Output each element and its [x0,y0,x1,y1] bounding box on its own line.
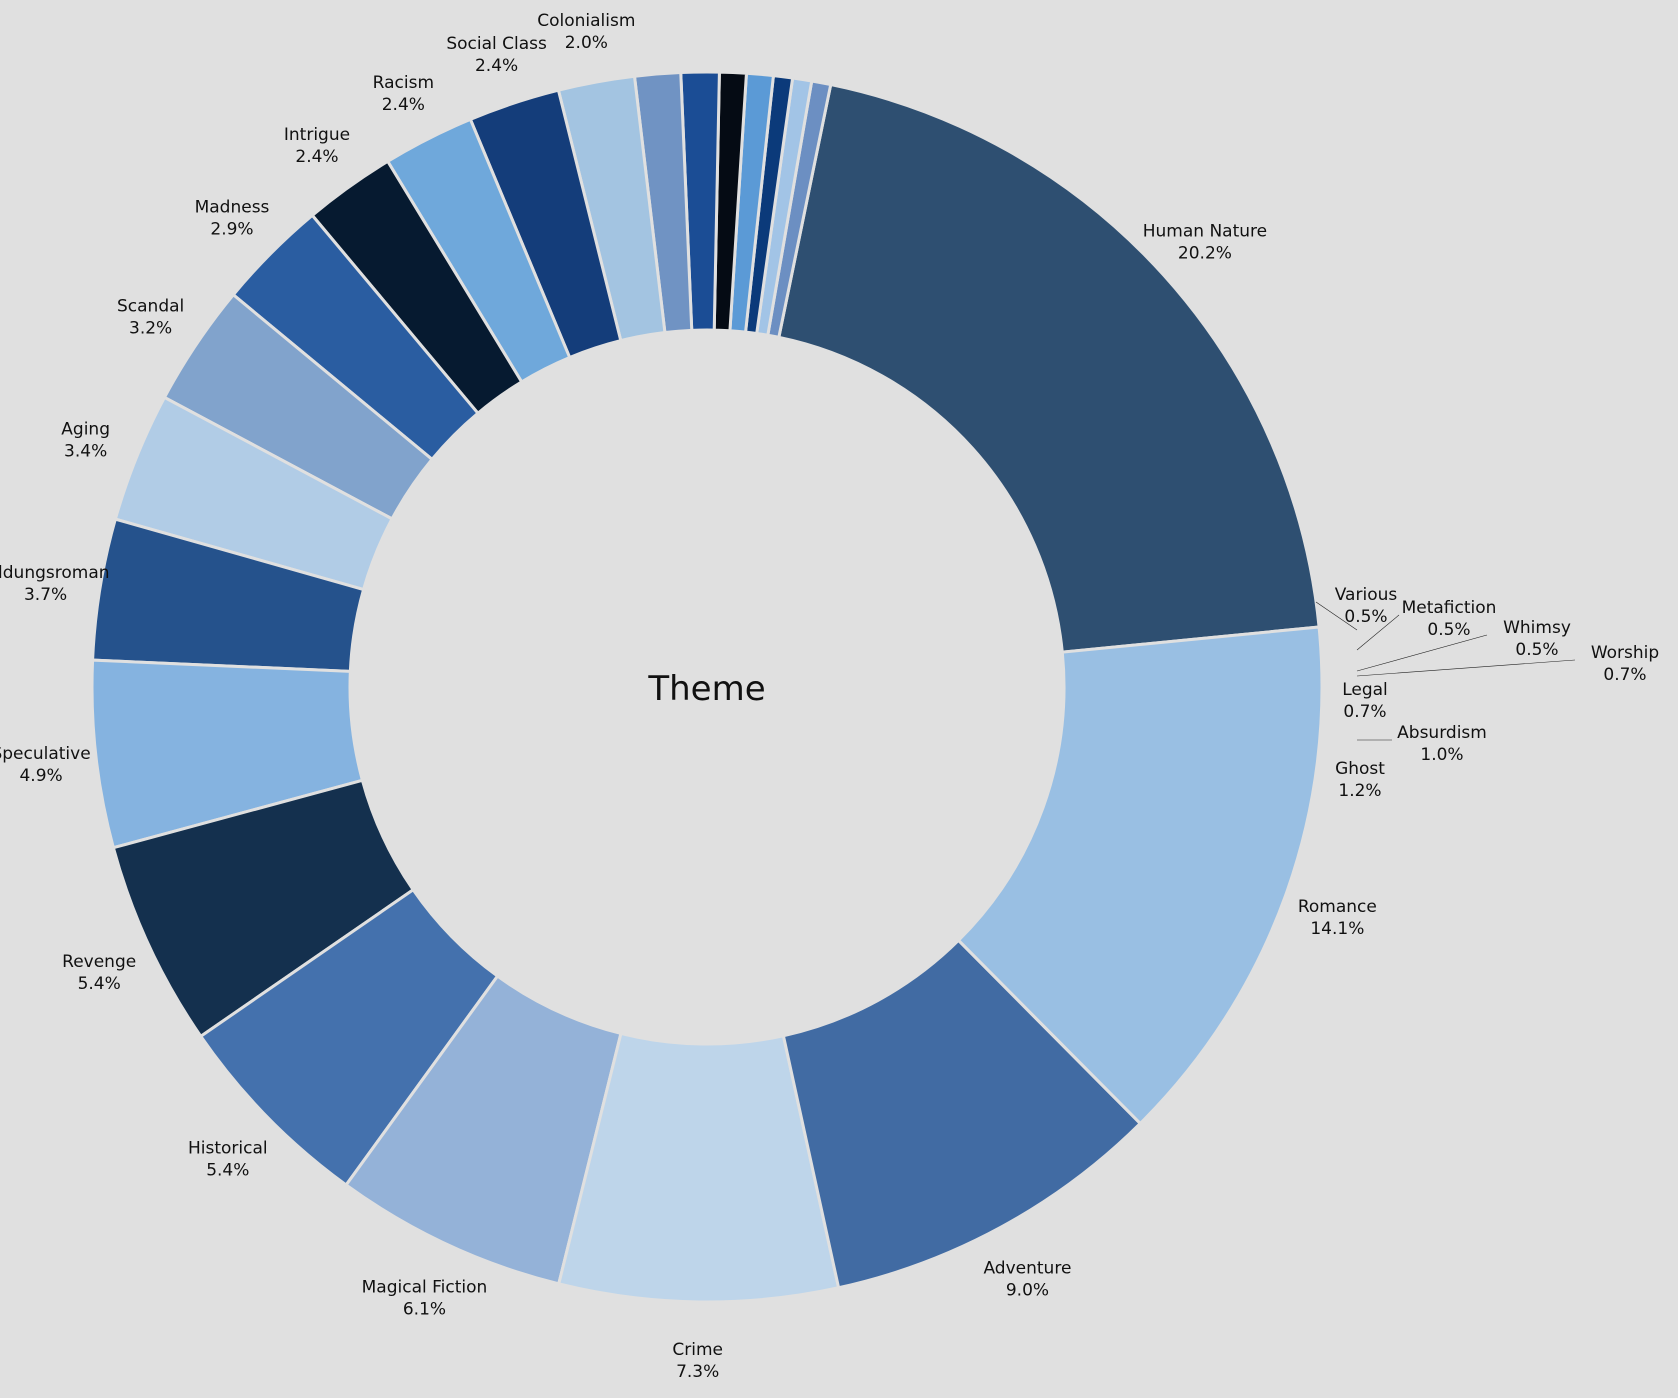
slice-pct-whimsy: 0.5% [1515,640,1558,660]
slice-label-magical-fiction: Magical Fiction [362,1278,488,1298]
center-title: Theme [647,669,765,709]
slice-pct-revenge: 5.4% [78,974,121,994]
leader-line-worship [1356,659,1576,677]
slice-pct-magical-fiction: 6.1% [403,1300,446,1320]
slice-label-human-nature: Human Nature [1143,222,1267,242]
slice-label-scandal: Scandal [117,297,184,317]
slice-label-racism: Racism [373,73,434,93]
slice-pct-historical: 5.4% [206,1160,249,1180]
slice-pct-legal: 0.7% [1343,702,1386,722]
leader-line-metafiction [1356,614,1400,651]
slice-label-worship: Worship [1591,643,1659,663]
slice-pct-social-class: 2.4% [475,56,518,76]
slice-label-intrigue: Intrigue [284,125,350,145]
slice-pct-absurdism: 1.0% [1420,745,1463,765]
slice-pct-worship: 0.7% [1603,665,1646,685]
slice-pct-various: 0.5% [1344,607,1387,627]
slice-pct-scandal: 3.2% [129,319,172,339]
leader-line-whimsy [1356,634,1488,672]
slice-pct-human-nature: 20.2% [1178,244,1232,264]
slice-pct-colonialism: 2.0% [565,33,608,53]
slice-label-romance: Romance [1298,897,1377,917]
slice-label-crime: Crime [672,1340,723,1360]
slice-pct-metafiction: 0.5% [1427,620,1470,640]
slice-label-madness: Madness [195,197,270,217]
slice-label-bildungsroman: Bildungsroman [0,563,110,583]
slice-human-nature [777,82,1321,654]
slice-label-historical: Historical [188,1138,268,1158]
slice-label-legal: Legal [1342,680,1388,700]
slices-group [90,70,1324,1304]
slice-label-colonialism: Colonialism [537,11,635,31]
slice-label-speculative: Speculative [0,744,91,764]
slice-label-whimsy: Whimsy [1503,618,1571,638]
slice-pct-ghost: 1.2% [1338,781,1381,801]
slice-pct-romance: 14.1% [1310,919,1364,939]
slice-pct-speculative: 4.9% [19,766,62,786]
slice-pct-madness: 2.9% [210,219,253,239]
slice-pct-adventure: 9.0% [1006,1280,1049,1300]
slice-label-adventure: Adventure [983,1258,1071,1278]
slice-label-metafiction: Metafiction [1402,598,1497,618]
slice-romance [956,625,1324,1126]
slice-label-absurdism: Absurdism [1397,723,1487,743]
slice-label-ghost: Ghost [1335,759,1385,779]
leader-line-various [1315,601,1358,631]
slice-label-social-class: Social Class [446,34,547,54]
slice-pct-aging: 3.4% [64,441,107,461]
slice-pct-bildungsroman: 3.7% [24,585,67,605]
slice-label-aging: Aging [61,419,110,439]
slice-label-revenge: Revenge [62,952,136,972]
slice-label-various: Various [1335,585,1398,605]
slice-pct-intrigue: 2.4% [295,147,338,167]
leader-lines-group [1315,601,1576,741]
slice-pct-racism: 2.4% [382,95,425,115]
slice-pct-crime: 7.3% [676,1362,719,1382]
